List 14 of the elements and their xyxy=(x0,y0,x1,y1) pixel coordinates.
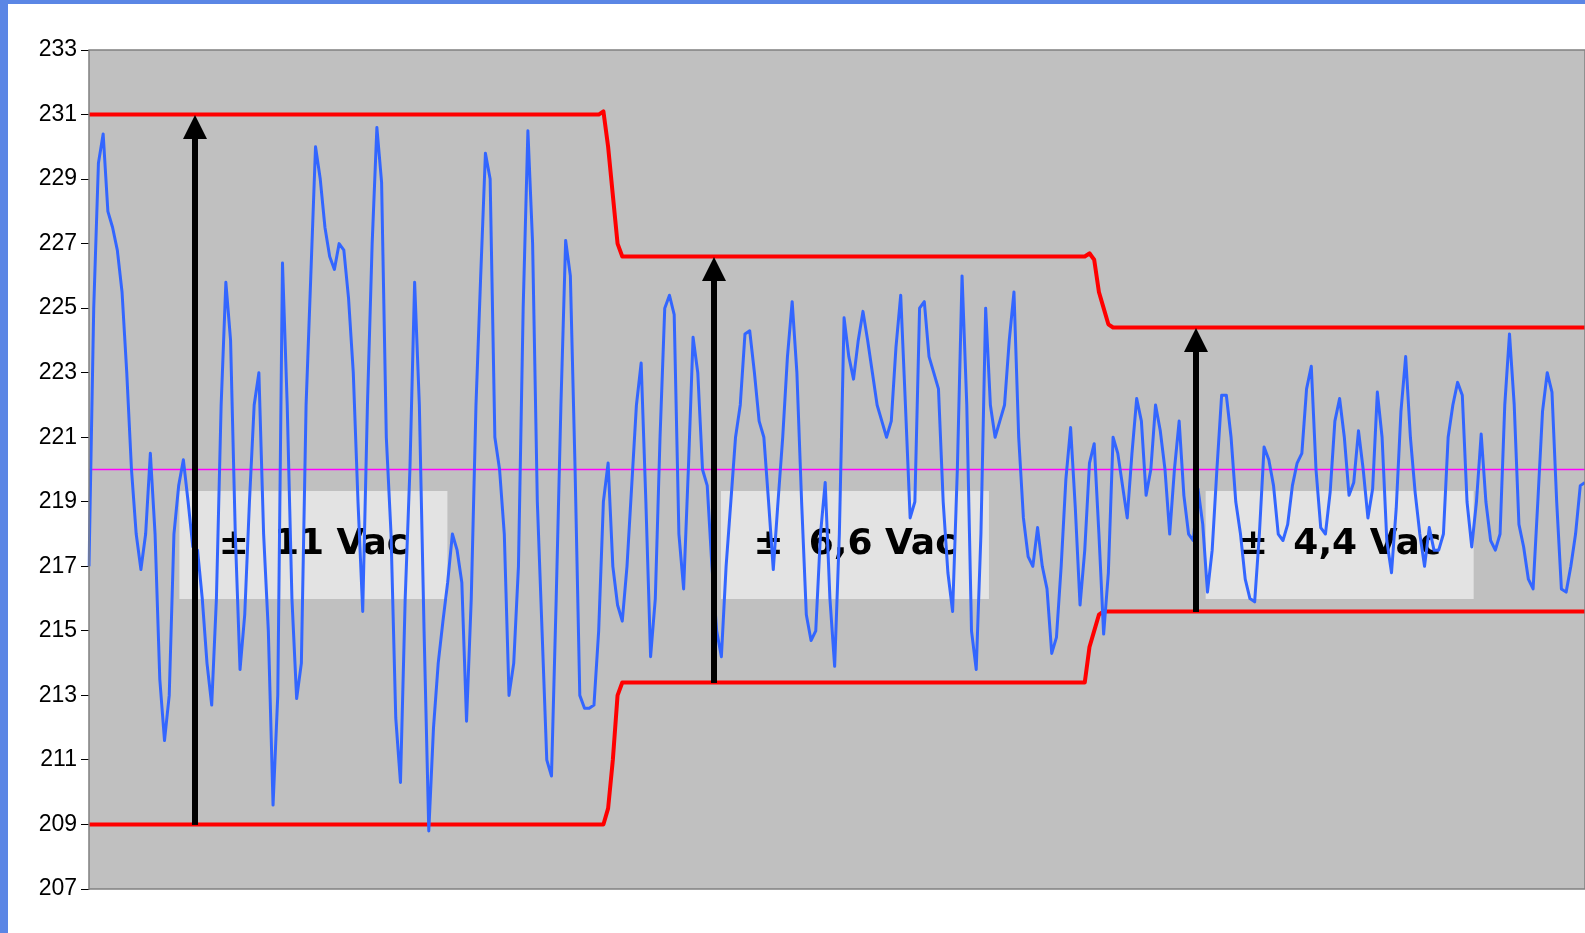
y-tick-label: 209 xyxy=(38,809,77,836)
y-tick-label: 207 xyxy=(38,874,77,901)
y-tick-label: 217 xyxy=(38,551,77,578)
y-tick-label: 227 xyxy=(38,228,77,255)
y-tick-label: 231 xyxy=(38,99,77,126)
y-tick-label: 221 xyxy=(38,422,77,449)
y-tick-label: 215 xyxy=(38,616,77,643)
y-tick-label: 219 xyxy=(38,487,77,514)
y-tick-label: 229 xyxy=(38,164,77,191)
y-tick-label: 213 xyxy=(38,680,77,707)
y-tick-label: 225 xyxy=(38,293,77,320)
y-tick-label: 211 xyxy=(40,745,77,772)
y-tick-label: 223 xyxy=(38,358,77,385)
y-tick-label: 233 xyxy=(38,35,77,62)
